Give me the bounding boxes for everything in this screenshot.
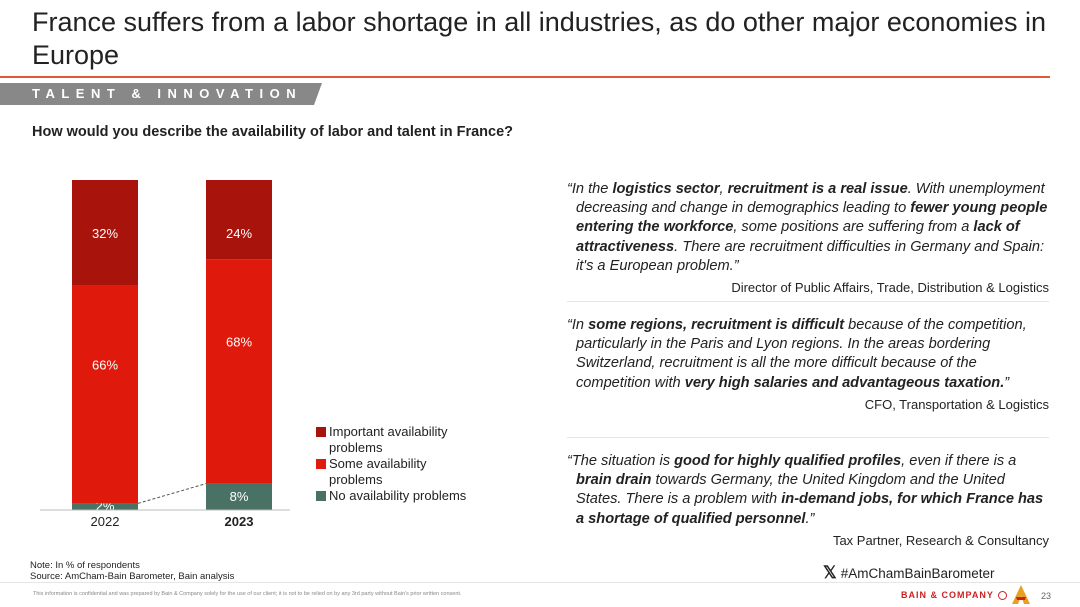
bar-segment-2023-1 <box>206 259 272 484</box>
quote-source: Tax Partner, Research & Consultancy <box>832 532 1049 548</box>
legend-swatch-some <box>316 459 326 469</box>
section-tag-background <box>0 83 322 105</box>
legend-item-important: Important availability problems <box>316 424 479 456</box>
bar-data-label: 32% <box>92 226 118 241</box>
trend-connector-line <box>137 483 207 504</box>
quote-text: “In some regions, recruitment is difficu… <box>567 317 1027 391</box>
legend-swatch-none <box>316 491 326 501</box>
hashtag-text: #AmChamBainBarometer <box>840 565 995 581</box>
footer-divider <box>0 582 1080 583</box>
brand-logo: BAIN & COMPANY <box>901 590 1007 600</box>
legend-swatch-important <box>316 427 326 437</box>
chart-legend: Important availability problems Some ava… <box>316 424 479 504</box>
legend-label-some: Some availability problems <box>329 456 427 487</box>
quote-regions: “In some regions, recruitment is difficu… <box>567 316 1049 414</box>
bar-segment-2022-1 <box>72 285 138 504</box>
amcham-logo-icon <box>1012 585 1030 604</box>
quote-qualified-profiles: “The situation is good for highly qualif… <box>567 452 1049 550</box>
confidentiality-disclaimer: This information is confidential and was… <box>33 591 462 597</box>
x-axis-tick-label: 2023 <box>225 514 254 529</box>
quote-text: “In the logistics sector, recruitment is… <box>567 181 1048 274</box>
bar-data-label: 24% <box>226 226 252 241</box>
source-line: Source: AmCham-Bain Barometer, Bain anal… <box>30 571 235 582</box>
legend-item-none: No availability problems <box>316 488 479 504</box>
bar-data-label: 68% <box>226 334 252 349</box>
x-logo-icon: 𝕏 <box>823 563 837 582</box>
quote-divider <box>567 301 1049 302</box>
brand-name: BAIN & COMPANY <box>901 590 994 600</box>
bar-segment-2022-2 <box>72 180 138 286</box>
legend-item-some: Some availability problems <box>316 456 479 488</box>
section-tag-label: TALENT & INNOVATION <box>32 86 303 101</box>
x-axis-tick-label: 2022 <box>91 514 120 529</box>
page-title: France suffers from a labor shortage in … <box>32 7 1046 70</box>
quote-text: “The situation is good for highly qualif… <box>567 453 1044 527</box>
source-note: Note: In % of respondents Source: AmCham… <box>30 560 234 582</box>
bar-segment-2023-2 <box>206 180 272 260</box>
title-divider <box>0 76 1050 78</box>
legend-label-important: Important availability problems <box>329 424 448 455</box>
note-line: Note: In % of respondents <box>30 560 140 571</box>
social-hashtag[interactable]: 𝕏 #AmChamBainBarometer <box>823 563 995 583</box>
page-number: 23 <box>1041 591 1052 601</box>
quote-source: Director of Public Affairs, Trade, Distr… <box>731 280 1049 296</box>
brand-mark-icon <box>997 590 1007 600</box>
bar-data-label: 66% <box>92 358 118 373</box>
section-tag: TALENT & INNOVATION <box>0 83 322 105</box>
quote-logistics: “In the logistics sector, recruitment is… <box>567 180 1049 297</box>
bar-segment-2022-0 <box>72 503 138 510</box>
survey-question: How would you describe the availability … <box>32 124 513 140</box>
legend-label-none: No availability problems <box>329 488 467 503</box>
bar-segment-2023-0 <box>206 483 272 510</box>
quote-source: CFO, Transportation & Logistics <box>864 396 1049 412</box>
quote-divider <box>567 437 1049 438</box>
bar-data-label: 8% <box>230 489 249 504</box>
